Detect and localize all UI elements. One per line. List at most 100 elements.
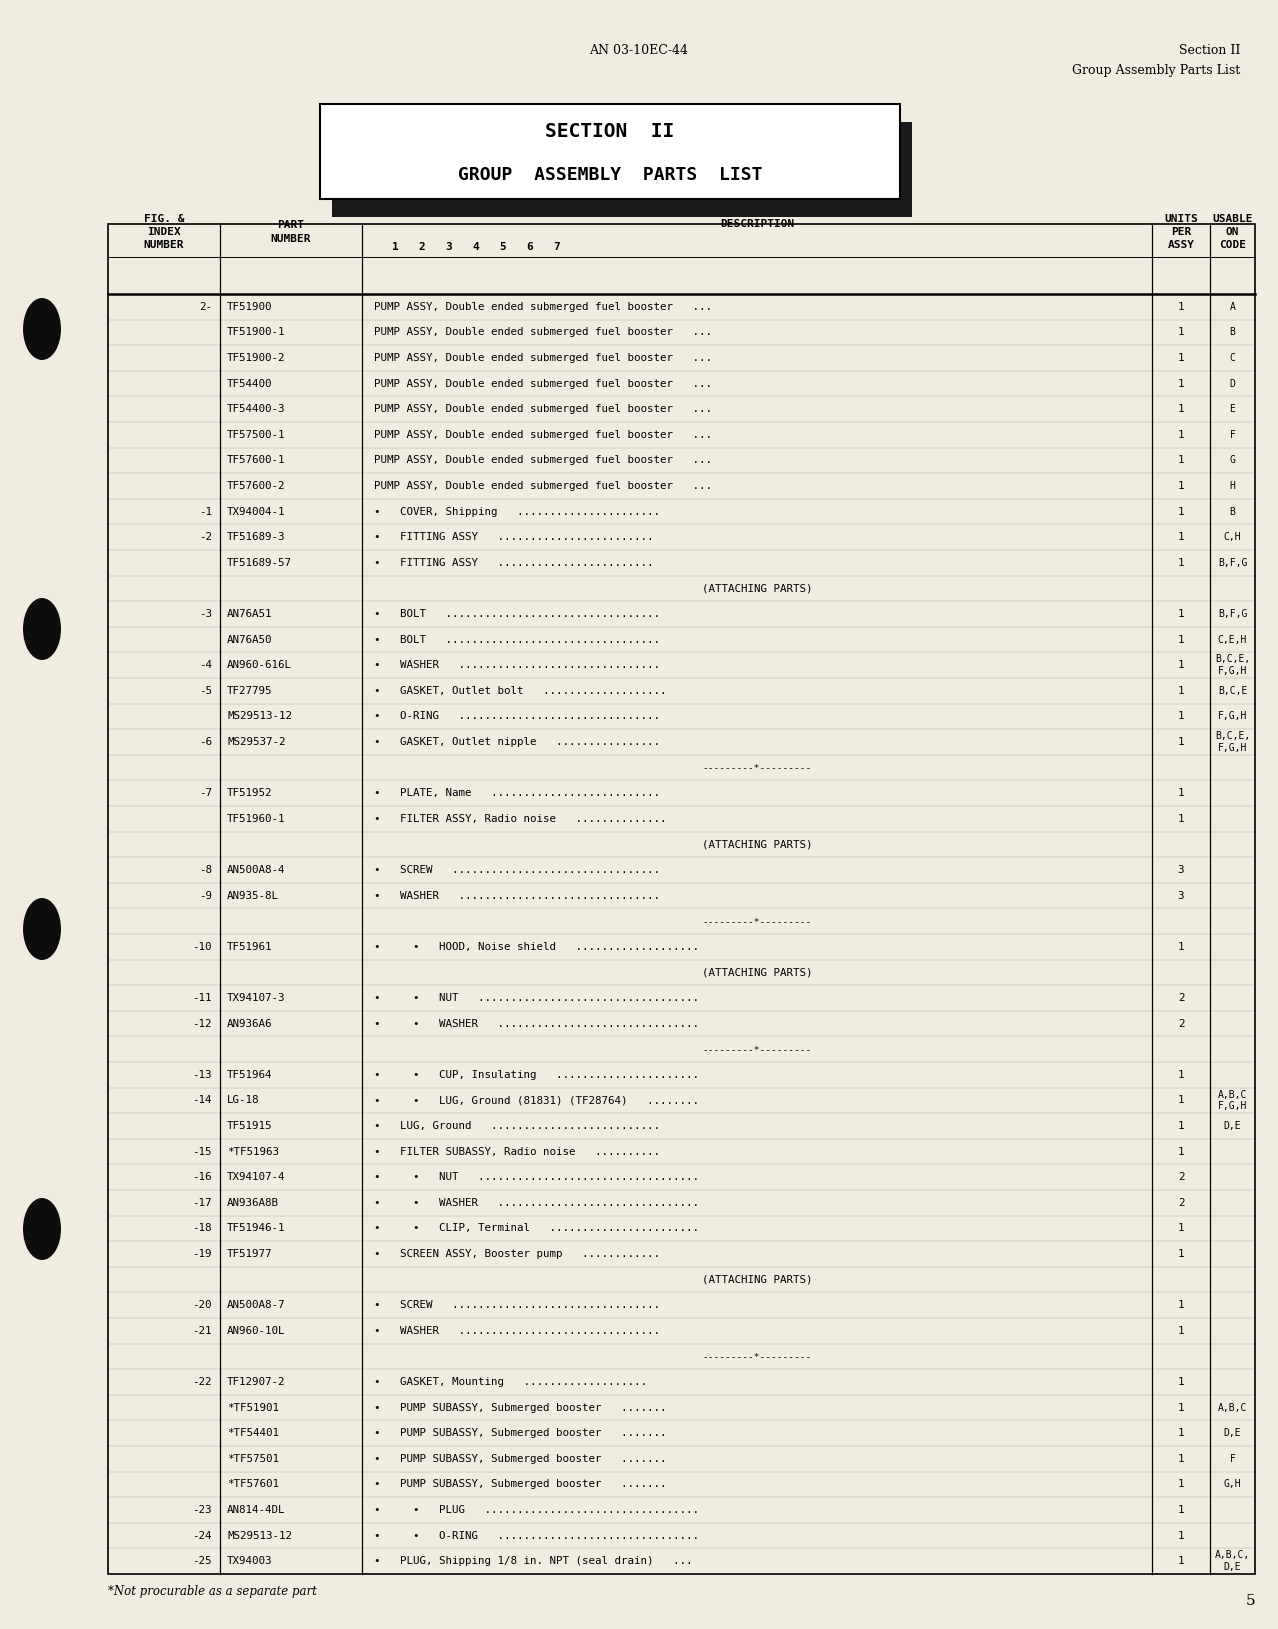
Text: •   LUG, Ground   ..........................: • LUG, Ground .......................... [374,1121,659,1131]
Text: -8: -8 [199,865,212,875]
Text: 1: 1 [1178,1223,1185,1233]
Text: -21: -21 [193,1326,212,1336]
Text: F: F [1229,1453,1236,1464]
Text: -24: -24 [193,1531,212,1541]
Text: B,C,E,
F,G,H: B,C,E, F,G,H [1215,731,1250,753]
Text: 1: 1 [1178,1300,1185,1310]
Text: -2: -2 [199,533,212,542]
Text: AN960-616L: AN960-616L [227,660,291,670]
Text: 1: 1 [1178,1326,1185,1336]
Text: B,C,E: B,C,E [1218,686,1247,696]
Text: -9: -9 [199,891,212,901]
Text: -22: -22 [193,1377,212,1386]
Text: •   FILTER SUBASSY, Radio noise   ..........: • FILTER SUBASSY, Radio noise .......... [374,1147,659,1157]
Text: F,G,H: F,G,H [1218,712,1247,722]
Text: TF51960-1: TF51960-1 [227,814,285,824]
Text: AN76A50: AN76A50 [227,635,272,645]
Text: PUMP ASSY, Double ended submerged fuel booster   ...: PUMP ASSY, Double ended submerged fuel b… [374,481,712,490]
Text: PUMP ASSY, Double ended submerged fuel booster   ...: PUMP ASSY, Double ended submerged fuel b… [374,456,712,466]
Text: AN936A6: AN936A6 [227,1018,272,1028]
Text: TF51915: TF51915 [227,1121,272,1131]
Text: TF51900-2: TF51900-2 [227,353,285,363]
Text: •   FITTING ASSY   ........................: • FITTING ASSY ........................ [374,557,653,569]
Text: *Not procurable as a separate part: *Not procurable as a separate part [109,1585,317,1598]
Ellipse shape [23,1197,61,1259]
Text: •     •   NUT   ..................................: • • NUT ................................… [374,994,699,1003]
Text: C,H: C,H [1224,533,1241,542]
Text: D,E: D,E [1224,1429,1241,1438]
Text: MS29513-12: MS29513-12 [227,1531,291,1541]
Text: 1: 1 [1178,942,1185,951]
Text: AN936A8B: AN936A8B [227,1197,279,1207]
Text: AN500A8-4: AN500A8-4 [227,865,285,875]
Text: 1: 1 [1178,1479,1185,1489]
Text: 1: 1 [1178,456,1185,466]
Text: •   PLATE, Name   ..........................: • PLATE, Name .......................... [374,788,659,798]
Text: -5: -5 [199,686,212,696]
Text: GROUP  ASSEMBLY  PARTS  LIST: GROUP ASSEMBLY PARTS LIST [458,166,762,184]
Text: •     •   WASHER   ...............................: • • WASHER .............................… [374,1018,699,1028]
Text: *TF57601: *TF57601 [227,1479,279,1489]
Text: •   GASKET, Outlet bolt   ...................: • GASKET, Outlet bolt ..................… [374,686,667,696]
Text: -7: -7 [199,788,212,798]
Text: C: C [1229,353,1236,363]
Text: 1: 1 [1178,533,1185,542]
Text: ---------*---------: ---------*--------- [703,1352,812,1360]
Text: •   PUMP SUBASSY, Submerged booster   .......: • PUMP SUBASSY, Submerged booster ......… [374,1453,667,1464]
Text: E: E [1229,404,1236,414]
Text: -3: -3 [199,609,212,619]
Text: (ATTACHING PARTS): (ATTACHING PARTS) [702,968,813,977]
Text: •   GASKET, Outlet nipple   ................: • GASKET, Outlet nipple ................ [374,736,659,748]
Text: •     •   PLUG   .................................: • • PLUG ...............................… [374,1505,699,1515]
Text: 5: 5 [1245,1595,1255,1608]
Text: 1: 1 [1178,1377,1185,1386]
Text: PUMP ASSY, Double ended submerged fuel booster   ...: PUMP ASSY, Double ended submerged fuel b… [374,353,712,363]
Text: •   FILTER ASSY, Radio noise   ..............: • FILTER ASSY, Radio noise .............… [374,814,667,824]
Text: AN814-4DL: AN814-4DL [227,1505,285,1515]
Text: -17: -17 [193,1197,212,1207]
Text: 2: 2 [1178,1173,1185,1183]
Text: FIG. &
INDEX
NUMBER: FIG. & INDEX NUMBER [143,213,184,251]
Text: •   BOLT   .................................: • BOLT ................................. [374,635,659,645]
Text: TF57500-1: TF57500-1 [227,430,285,440]
Text: 1: 1 [1178,712,1185,722]
Text: 2: 2 [1178,994,1185,1003]
Text: 1: 1 [1178,1070,1185,1080]
Text: 1: 1 [1178,635,1185,645]
Text: -15: -15 [193,1147,212,1157]
Text: -4: -4 [199,660,212,670]
Text: 1: 1 [1178,1147,1185,1157]
Text: PUMP ASSY, Double ended submerged fuel booster   ...: PUMP ASSY, Double ended submerged fuel b… [374,378,712,389]
Ellipse shape [23,598,61,660]
Ellipse shape [23,298,61,360]
Text: MS29513-12: MS29513-12 [227,712,291,722]
Text: 1: 1 [1178,378,1185,389]
Text: 1: 1 [1178,481,1185,490]
Text: 1: 1 [1178,1249,1185,1259]
Text: AN500A8-7: AN500A8-7 [227,1300,285,1310]
Text: D: D [1229,378,1236,389]
Text: Section II: Section II [1178,44,1240,57]
Text: DESCRIPTION: DESCRIPTION [720,218,794,230]
Text: A,B,C,
D,E: A,B,C, D,E [1215,1551,1250,1572]
Text: 3: 3 [1178,865,1185,875]
Text: 1   2   3   4   5   6   7: 1 2 3 4 5 6 7 [392,243,561,252]
Text: ---------*---------: ---------*--------- [703,917,812,925]
Text: B: B [1229,327,1236,337]
Text: 1: 1 [1178,557,1185,569]
Text: 3: 3 [1178,891,1185,901]
Text: *TF54401: *TF54401 [227,1429,279,1438]
Text: USABLE
ON
CODE: USABLE ON CODE [1213,213,1252,251]
Text: TX94107-4: TX94107-4 [227,1173,285,1183]
Text: PUMP ASSY, Double ended submerged fuel booster   ...: PUMP ASSY, Double ended submerged fuel b… [374,327,712,337]
Text: TF12907-2: TF12907-2 [227,1377,285,1386]
Text: *TF51963: *TF51963 [227,1147,279,1157]
Text: 1: 1 [1178,430,1185,440]
Text: •     •   HOOD, Noise shield   ...................: • • HOOD, Noise shield .................… [374,942,699,951]
Text: 1: 1 [1178,1403,1185,1412]
Text: •   GASKET, Mounting   ...................: • GASKET, Mounting ................... [374,1377,647,1386]
Text: TX94004-1: TX94004-1 [227,507,285,516]
Text: 2: 2 [1178,1197,1185,1207]
Text: *TF57501: *TF57501 [227,1453,279,1464]
Text: A,B,C
F,G,H: A,B,C F,G,H [1218,1090,1247,1111]
